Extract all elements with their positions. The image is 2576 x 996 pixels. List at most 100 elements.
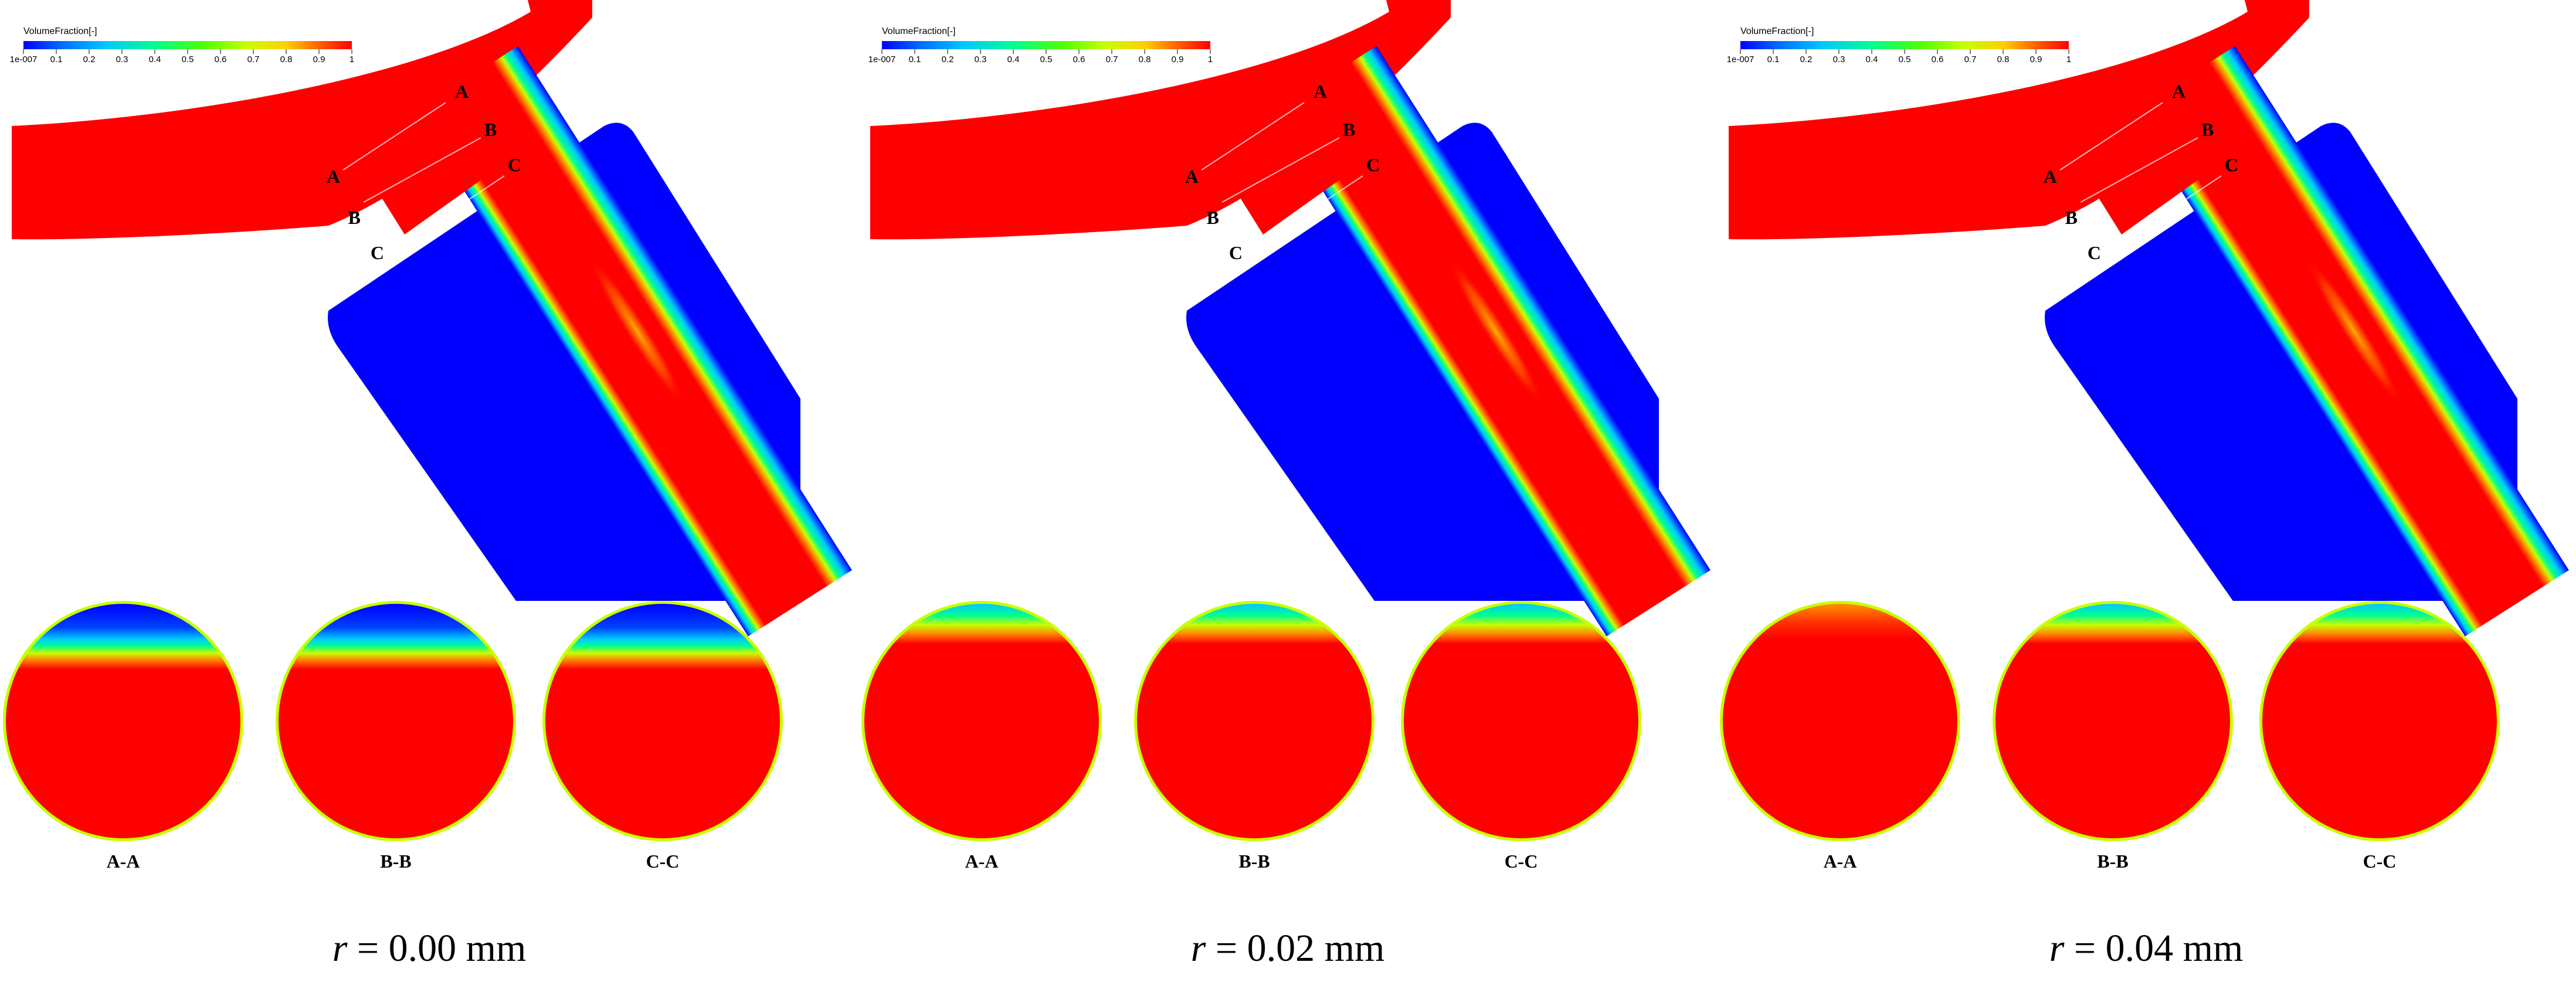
colorbar-title: VolumeFraction[-] xyxy=(23,26,97,36)
section-marker-left: A xyxy=(327,166,340,187)
section-marker-right: B xyxy=(484,119,497,140)
section-marker-left: C xyxy=(371,242,384,263)
colorbar-tick-label: 0.9 xyxy=(2030,55,2042,64)
section-fill xyxy=(864,604,1099,838)
section-line xyxy=(2059,102,2163,171)
colorbar-gradient xyxy=(23,41,352,49)
section-fill xyxy=(279,604,513,838)
colorbar-legend: VolumeFraction[-] 1e-007 0.1 0.2 0.3 0.4 0.5 0.… xyxy=(868,26,1213,64)
colorbar-tick-label: 0.6 xyxy=(215,55,227,64)
section-marker-left: A xyxy=(2044,166,2057,187)
section-label: B-B xyxy=(2097,851,2128,872)
panel-2: VolumeFraction[-] 1e-007 0.1 0.2 0.3 0.4 0.5 0.… xyxy=(861,0,1710,872)
section-marker-right: A xyxy=(1314,81,1327,102)
section-line xyxy=(1201,102,1305,171)
colorbar-tick-label: 1e-007 xyxy=(10,55,38,64)
colorbar-title: VolumeFraction[-] xyxy=(1740,26,1814,36)
colorbar-tick-label: 0.3 xyxy=(975,55,987,64)
section-marker-right: A xyxy=(2172,81,2185,102)
colorbar-tick-label: 0.4 xyxy=(149,55,161,64)
cross-section-c-c: C-C xyxy=(542,601,783,872)
liquid-jet xyxy=(1272,46,1710,637)
section-label: C-C xyxy=(2363,851,2397,872)
section-marker-right: C xyxy=(1366,154,1380,175)
section-marker-right: B xyxy=(2201,119,2214,140)
section-fill xyxy=(1995,604,2230,838)
section-line xyxy=(2115,175,2222,247)
cross-section-b-b: B-B xyxy=(276,601,516,872)
section-line xyxy=(363,137,481,203)
section-fill xyxy=(2262,604,2497,838)
colorbar-tick-label: 0.2 xyxy=(83,55,96,64)
liquid-jet xyxy=(2131,46,2569,637)
colorbar-tick-label: 0.4 xyxy=(1007,55,1020,64)
nozzle-throat xyxy=(346,82,487,234)
section-marker-left: B xyxy=(348,207,361,228)
colorbar-tick-label: 0.6 xyxy=(1073,55,1085,64)
colorbar-gradient xyxy=(1740,41,2069,49)
cross-section-a-a: A-A xyxy=(861,601,1102,872)
colorbar-tick-label: 0.8 xyxy=(1997,55,2010,64)
section-fill xyxy=(6,604,240,838)
main-pipe xyxy=(12,0,592,240)
section-line xyxy=(1257,175,1363,247)
panels-group: VolumeFraction[-] 1e-007 0.1 0.2 0.3 0.4 0.5 0.… xyxy=(3,0,2569,872)
colorbar-gradient xyxy=(882,41,1210,49)
colorbar-tick-label: 1 xyxy=(2066,55,2071,64)
section-marker-left: A xyxy=(1185,166,1199,187)
main-pipe xyxy=(1729,0,2309,240)
colorbar-tick-label: 0.2 xyxy=(942,55,954,64)
colorbar-title: VolumeFraction[-] xyxy=(882,26,955,36)
colorbar-tick-label: 1e-007 xyxy=(868,55,896,64)
colorbar-tick-label: 0.5 xyxy=(1040,55,1053,64)
colorbar-tick-label: 0.9 xyxy=(1172,55,1184,64)
colorbar-legend: VolumeFraction[-] 1e-007 0.1 0.2 0.3 0.4 0.5 0.… xyxy=(1727,26,2072,64)
colorbar-tick-label: 0.1 xyxy=(1767,55,1780,64)
section-marker-left: B xyxy=(2065,207,2078,228)
section-marker-right: B xyxy=(1343,119,1355,140)
section-line xyxy=(1221,137,1340,203)
jet-core xyxy=(589,257,685,406)
section-marker-right: A xyxy=(455,81,469,102)
colorbar-legend: VolumeFraction[-] 1e-007 0.1 0.2 0.3 0.4 0.5 0.… xyxy=(10,26,355,64)
section-fill xyxy=(1137,604,1372,838)
section-label: A-A xyxy=(1824,851,1857,872)
colorbar-tick-label: 1 xyxy=(1208,55,1213,64)
colorbar-tick-label: 0.6 xyxy=(1932,55,1944,64)
colorbar-tick-label: 0.2 xyxy=(1800,55,1813,64)
section-marker-left: C xyxy=(1229,242,1243,263)
section-marker-left: B xyxy=(1207,207,1219,228)
section-line xyxy=(2080,137,2198,203)
section-label: C-C xyxy=(646,851,680,872)
colorbar-tick-label: 0.3 xyxy=(1833,55,1845,64)
main-pipe xyxy=(870,0,1451,240)
liquid-jet xyxy=(414,46,852,637)
colorbar-tick-label: 0.1 xyxy=(909,55,921,64)
section-marker-left: C xyxy=(2088,242,2101,263)
nozzle-throat xyxy=(1204,82,1345,234)
colorbar-tick-label: 0.7 xyxy=(1964,55,1977,64)
nozzle-throat xyxy=(2063,82,2204,234)
jet-core xyxy=(1447,257,1544,406)
section-label: A-A xyxy=(107,851,140,872)
panel-label-1: r = 0.00 mm xyxy=(332,927,527,970)
section-line xyxy=(398,175,505,247)
cross-section-c-c: C-C xyxy=(1401,601,1641,872)
colorbar-tick-label: 0.4 xyxy=(1866,55,1878,64)
panel-3: VolumeFraction[-] 1e-007 0.1 0.2 0.3 0.4 0.5 0.… xyxy=(1720,0,2569,872)
cross-section-b-b: B-B xyxy=(1993,601,2233,872)
cross-section-a-a: A-A xyxy=(1720,601,1960,872)
cross-section-a-a: A-A xyxy=(3,601,243,872)
section-fill xyxy=(1404,604,1638,838)
colorbar-tick-label: 0.7 xyxy=(247,55,260,64)
section-label: B-B xyxy=(380,851,411,872)
colorbar-tick-label: 0.8 xyxy=(280,55,293,64)
colorbar-tick-label: 0.1 xyxy=(50,55,63,64)
colorbar-tick-label: 1e-007 xyxy=(1727,55,1754,64)
section-label: C-C xyxy=(1505,851,1538,872)
colorbar-tick-label: 0.8 xyxy=(1139,55,1151,64)
colorbar-tick-label: 1 xyxy=(349,55,354,64)
cross-section-b-b: B-B xyxy=(1134,601,1374,872)
